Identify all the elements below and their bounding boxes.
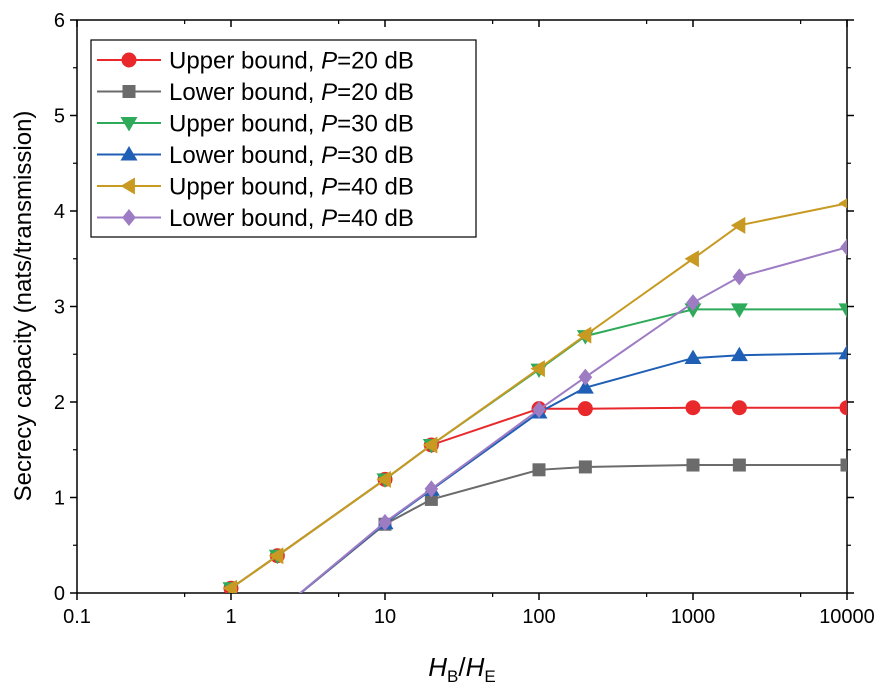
data-point — [424, 492, 438, 506]
data-point — [732, 268, 747, 286]
series-line — [230, 308, 847, 590]
x-tick-label: 1000 — [671, 606, 716, 628]
data-point — [424, 480, 439, 498]
series-line — [230, 406, 847, 590]
series-3 — [222, 303, 847, 593]
data-point — [838, 198, 847, 209]
series-5 — [222, 198, 847, 593]
data-point — [222, 579, 237, 593]
x-axis-label-h2: H — [466, 652, 485, 682]
data-point — [576, 326, 592, 344]
data-point — [730, 346, 748, 362]
data-point — [730, 303, 748, 318]
data-point — [577, 401, 593, 417]
data-point — [578, 368, 593, 386]
legend-label: Lower bound, P=40 dB — [169, 205, 414, 232]
data-point — [732, 458, 746, 472]
series-6 — [271, 238, 847, 621]
data-point — [268, 547, 284, 565]
legend-label: Upper bound, P=20 dB — [169, 48, 414, 75]
x-axis-label-sub1: B — [447, 667, 458, 684]
data-point — [838, 344, 847, 360]
legend-label: Lower bound, P=20 dB — [169, 79, 414, 106]
x-tick-label: 10 — [374, 606, 396, 628]
legend-marker — [122, 85, 136, 98]
data-point — [686, 458, 700, 472]
legend-marker — [120, 117, 138, 132]
legend-label: Upper bound, P=40 dB — [169, 174, 414, 201]
legend-marker — [121, 52, 137, 68]
legend-label: Lower bound, P=30 dB — [169, 142, 414, 169]
data-point — [271, 606, 284, 619]
series-1 — [223, 400, 847, 593]
series-layer — [222, 198, 847, 621]
legend-marker — [122, 209, 136, 226]
legend-marker — [120, 146, 138, 161]
data-point — [376, 470, 391, 488]
data-point — [576, 379, 594, 394]
series-4 — [269, 344, 847, 618]
x-axis-label-sub2: E — [484, 667, 495, 684]
data-point — [422, 436, 438, 454]
data-point — [730, 216, 746, 234]
series-line — [298, 352, 847, 593]
data-point — [838, 303, 847, 318]
x-tick-label: 0.1 — [63, 606, 91, 628]
data-point — [839, 400, 847, 416]
series-2 — [271, 458, 847, 619]
x-tick-label: 100 — [522, 606, 555, 628]
legend-label: Upper bound, P=30 dB — [169, 111, 414, 138]
data-point — [840, 458, 847, 472]
y-tick-label: 2 — [54, 392, 65, 414]
y-tick-label: 0 — [54, 583, 65, 605]
x-tick-label: 1 — [225, 606, 236, 628]
series-line — [298, 246, 847, 593]
data-point — [578, 460, 592, 474]
data-point — [686, 294, 700, 312]
data-point — [685, 400, 701, 416]
y-tick-label: 5 — [54, 106, 65, 128]
axes-ticks: 0.1 1 10 100 1000 10000 0 1 2 3 4 5 6 — [54, 10, 875, 628]
data-point — [532, 401, 546, 419]
y-tick-label: 6 — [54, 10, 65, 32]
x-tick-label: 10000 — [819, 606, 875, 628]
series-line — [230, 202, 847, 590]
y-axis-label: Secrecy capacity (nats/transmission) — [10, 111, 37, 502]
legend-marker — [120, 177, 135, 195]
x-axis-label: HB/HE — [428, 652, 495, 684]
data-point — [378, 513, 392, 531]
data-point — [532, 463, 546, 477]
x-axis-label-h1: H — [428, 652, 447, 682]
data-point — [684, 349, 702, 365]
series-line — [299, 464, 847, 593]
y-tick-label: 1 — [54, 488, 65, 510]
x-axis-label-slash: / — [458, 652, 466, 682]
legend-box — [90, 39, 477, 238]
data-point — [530, 360, 545, 378]
data-point — [840, 238, 847, 256]
data-point — [271, 604, 285, 621]
data-point — [269, 604, 286, 618]
y-tick-label: 4 — [54, 201, 65, 223]
legend: Upper bound, P=20 dB Lower bound, P=20 dB… — [90, 39, 477, 238]
data-point — [731, 400, 747, 416]
y-tick-label: 3 — [54, 297, 65, 319]
data-point — [684, 250, 699, 268]
